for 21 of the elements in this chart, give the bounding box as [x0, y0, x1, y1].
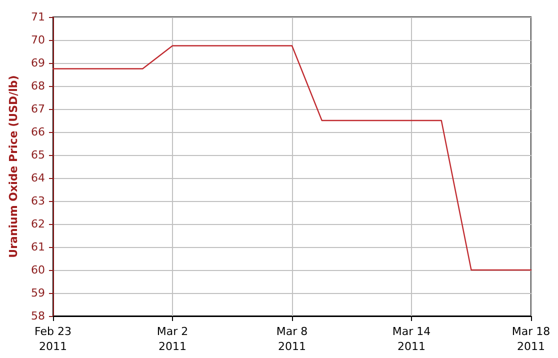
- y-tick-label: 58: [31, 310, 45, 322]
- x-tick-label: Mar 8 2011: [276, 325, 308, 353]
- y-tick-label: 68: [31, 80, 45, 92]
- x-tick-label: Mar 18 2011: [512, 325, 550, 353]
- x-tick-label: Mar 2 2011: [156, 325, 188, 353]
- y-tick-label: 70: [31, 34, 45, 46]
- line-series: [52, 45, 532, 271]
- y-tick-label: 69: [31, 56, 45, 70]
- y-tick-label: 64: [31, 172, 45, 184]
- x-tick-label: Mar 14 2011: [392, 325, 431, 353]
- y-tick-label: 62: [31, 218, 45, 230]
- y-tick-label: 61: [31, 240, 45, 254]
- y-tick-label: 59: [31, 286, 45, 300]
- x-tick-label: Feb 23 2011: [34, 325, 72, 353]
- y-tick-label: 65: [31, 148, 45, 162]
- y-tick-label: 63: [31, 194, 45, 208]
- y-axis-title: Uranium Oxide Price (USD/lb): [7, 75, 20, 258]
- y-tick-label: 67: [31, 102, 45, 116]
- y-tick-label: 66: [31, 126, 45, 138]
- y-tick-label: 60: [31, 264, 45, 276]
- y-tick-label: 71: [31, 10, 45, 24]
